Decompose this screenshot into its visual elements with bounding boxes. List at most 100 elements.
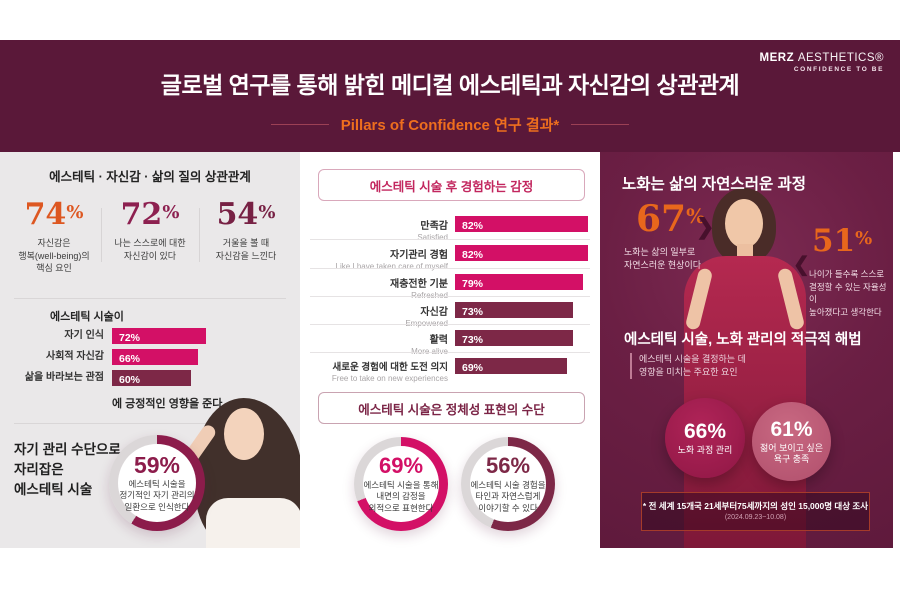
- stat-circle-61: 61% 젊어 보이고 싶은 욕구 충족: [752, 402, 831, 481]
- donut-hole: [470, 446, 546, 522]
- divider: [14, 423, 286, 424]
- row-divider: [310, 296, 590, 297]
- merz-brand-bold: MERZ: [759, 52, 795, 64]
- panel-correlation: 에스테틱 · 자신감 · 삶의 질의 상관관계 74% 자신감은 행복(well…: [0, 152, 300, 548]
- emotion-bar-row: 새로운 경험에 대한 도전 의지 Free to take on new exp…: [300, 358, 600, 384]
- bar-value: 82%: [462, 220, 484, 232]
- bar-label-ko: 재충전한 기분: [390, 279, 448, 290]
- donut-content: 69% 에스테틱 시술을 통해 내면의 감정을 외적으로 표현한다: [354, 437, 448, 531]
- donut-desc: 에스테틱 시술을 정기적인 자기 관리의 일환으로 인식한다: [119, 478, 195, 512]
- bar-label-en: Like I have taken care of myself: [335, 262, 449, 271]
- emotions-title: 에스테틱 시술 후 경험하는 감정: [369, 179, 534, 194]
- subtitle-line-right: [571, 124, 630, 125]
- solution-subtext: 에스테틱 시술을 결정하는 데 영향을 미치는 주요한 요인: [630, 353, 746, 379]
- stat-54-desc: 거울을 볼 때 자신감을 느낀다: [215, 238, 277, 261]
- solution-title: 에스테틱 시술, 노화 관리의 적극적 해법: [624, 332, 862, 348]
- stat-72-desc: 나는 스스로에 대한 자신감이 있다: [114, 238, 186, 261]
- bar: 79%: [455, 274, 583, 290]
- aging-title: 노화는 삶의 자연스러운 과정: [622, 176, 807, 193]
- bar-label-en: Satisfied: [417, 233, 448, 242]
- survey-footnote: * 전 세계 15개국 21세부터75세까지의 성인 15,000명 대상 조사: [642, 501, 869, 511]
- donut-value: 69%: [378, 452, 424, 478]
- donut-value: 56%: [485, 452, 531, 478]
- photo-face: [224, 408, 264, 460]
- donut-desc: 에스테틱 시술을 통해 내면의 감정을 외적으로 표현한다: [363, 479, 439, 513]
- stat-74-number: 74%: [24, 197, 84, 232]
- bar-value: 73%: [462, 334, 484, 346]
- stat-divider: [101, 208, 102, 262]
- emotion-bar-row: 자기관리 경험 Like I have taken care of myself…: [300, 245, 600, 271]
- bar-label-ko: 만족감: [420, 221, 448, 232]
- divider: [14, 298, 286, 299]
- identity-title-box: 에스테틱 시술은 정체성 표현의 수단: [318, 392, 585, 424]
- donut-hole: [118, 444, 196, 522]
- stat-67-number: 67%: [636, 198, 706, 240]
- selfcare-title: 자기 관리 수단으로 자리잡은 에스테틱 시술: [14, 442, 121, 497]
- bar: 69%: [455, 358, 567, 374]
- bar-label-en: More alive: [300, 347, 448, 356]
- stat-74: 74% 자신감은 행복(well-being)의 핵심 요인: [6, 196, 102, 275]
- panel-emotions: 에스테틱 시술 후 경험하는 감정 만족감 Satisfied 82% 자기관리…: [300, 152, 600, 548]
- share-donut-chart: 56% 에스테틱 시술 경험을 타인과 자연스럽게 이야기할 수 있다: [461, 437, 555, 531]
- bar: 73%: [455, 302, 573, 318]
- bar-label-ko: 자기관리 경험: [390, 250, 448, 261]
- survey-footnote-box: * 전 세계 15개국 21세부터75세까지의 성인 15,000명 대상 조사…: [641, 492, 870, 531]
- bar-label: 자기 인식: [64, 330, 104, 341]
- page-title: 글로벌 연구를 통해 밝힌 메디컬 에스테틱과 자신감의 상관관계: [160, 72, 740, 98]
- bar-label-en: Free to take on new experiences: [331, 374, 448, 383]
- chevron-left-icon: ❮: [793, 254, 810, 276]
- bar-value: 79%: [462, 278, 484, 290]
- bar-label: 사회적 자신감: [46, 351, 104, 362]
- correlation-title: 에스테틱 · 자신감 · 삶의 질의 상관관계: [49, 170, 251, 184]
- stat-72: 72% 나는 스스로에 대한 자신감이 있다: [102, 196, 198, 262]
- bar-value: 72%: [119, 332, 141, 344]
- circle-value: 61%: [770, 417, 813, 441]
- circle-value: 66%: [683, 419, 727, 443]
- survey-date: (2024.09.23~10.08): [724, 514, 787, 521]
- donut-desc: 에스테틱 시술 경험을 타인과 자연스럽게 이야기할 수 있다: [470, 479, 546, 513]
- impact-bar-row: 사회적 자신감 66%: [0, 349, 300, 365]
- stat-67-desc: 노화는 삶의 일부로 자연스러운 현상이다: [624, 247, 702, 270]
- merz-brand: MERZ AESTHETICS®: [760, 52, 884, 64]
- bar-value: 66%: [119, 353, 141, 365]
- emotion-bar-row: 활력 More alive 73%: [300, 330, 600, 356]
- impact-bar-row: 삶을 바라보는 관점 60%: [0, 370, 300, 386]
- chevron-right-icon: ❯: [696, 214, 715, 239]
- bar: 82%: [455, 216, 588, 232]
- bar-label-en: Refreshed: [300, 291, 448, 300]
- bar-labels: 자신감 Empowered: [300, 303, 448, 328]
- bar-label-en: Empowered: [300, 319, 448, 328]
- bar: 72%: [112, 328, 206, 344]
- impact-tail: 에 긍정적인 영향을 준다.: [112, 398, 226, 410]
- selfcare-donut-chart: 59% 에스테틱 시술을 정기적인 자기 관리의 일환으로 인식한다: [109, 435, 205, 531]
- bar-value: 60%: [119, 374, 141, 386]
- donut-content: 59% 에스테틱 시술을 정기적인 자기 관리의 일환으로 인식한다: [109, 435, 205, 531]
- identity-title: 에스테틱 시술은 정체성 표현의 수단: [358, 402, 545, 417]
- row-divider: [310, 239, 590, 240]
- bar-value: 82%: [462, 249, 484, 261]
- subtitle-line-left: [270, 124, 329, 125]
- impact-bar-row: 자기 인식 72%: [0, 328, 300, 344]
- bar-labels: 자기관리 경험 Like I have taken care of myself: [300, 246, 449, 271]
- panel-aging: 노화는 삶의 자연스러운 과정 67% ❯ 노화는 삶의 일부로 자연스러운 현…: [600, 152, 893, 548]
- merz-brand-light: AESTHETICS®: [797, 52, 884, 64]
- impact-lead: 에스테틱 시술이: [50, 311, 124, 323]
- donut-hole: [363, 446, 439, 522]
- emotion-bar-row: 자신감 Empowered 73%: [300, 302, 600, 328]
- bar: 73%: [455, 330, 573, 346]
- stat-circle-66: 66% 노화 과정 관리: [665, 398, 745, 478]
- bar-value: 69%: [462, 362, 484, 374]
- emotion-bar-row: 만족감 Satisfied 82%: [300, 216, 600, 242]
- emotion-bar-row: 재충전한 기분 Refreshed 79%: [300, 274, 600, 300]
- header-band: MERZ AESTHETICS® CONFIDENCE TO BE 글로벌 연구…: [0, 40, 900, 152]
- row-divider: [310, 268, 590, 269]
- bar-label-ko: 새로운 경험에 대한 도전 의지: [332, 362, 448, 373]
- stat-54-number: 54%: [216, 197, 276, 232]
- emotions-title-box: 에스테틱 시술 후 경험하는 감정: [318, 169, 585, 201]
- bar-labels: 재충전한 기분 Refreshed: [300, 275, 448, 300]
- merz-tagline: CONFIDENCE TO BE: [793, 66, 884, 73]
- bar: 60%: [112, 370, 191, 386]
- row-divider: [310, 324, 590, 325]
- bar: 66%: [112, 349, 198, 365]
